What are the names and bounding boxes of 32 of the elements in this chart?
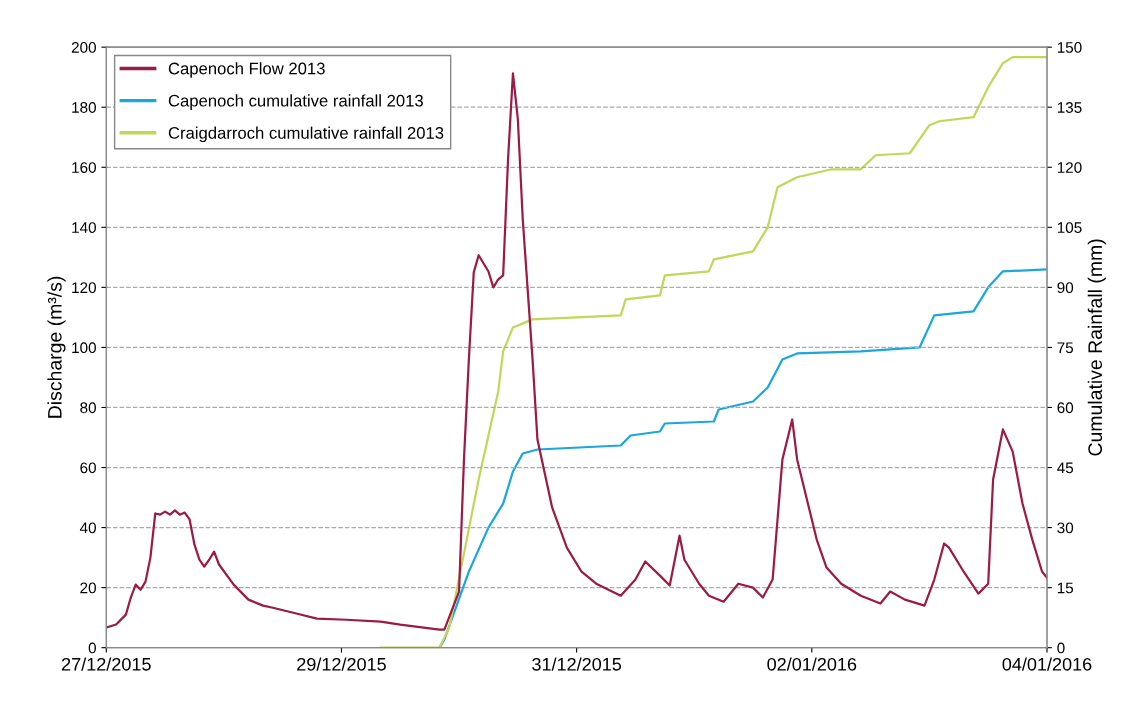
y2-tick-label: 90 — [1057, 282, 1074, 294]
x-tick-label: 31/12/2015 — [532, 657, 622, 671]
y-tick-label: 180 — [72, 102, 96, 113]
y2-tick-label: 105 — [1057, 222, 1082, 234]
y2-tick-label: 60 — [1057, 402, 1074, 414]
y-tick-label: 100 — [72, 342, 96, 354]
y-tick-label: 20 — [80, 582, 96, 594]
y-tick-label: 0 — [88, 642, 96, 654]
y2-tick-label: 0 — [1057, 642, 1065, 654]
y-tick-label: 140 — [72, 222, 96, 234]
y-tick-label: 80 — [80, 402, 96, 414]
x-tick-label: 04/01/2016 — [1002, 657, 1092, 671]
x-tick-label: 29/12/2015 — [297, 657, 386, 671]
legend-label: Capenoch cumulative rainfall 2013 — [168, 94, 423, 110]
x-tick-label: 02/01/2016 — [767, 657, 857, 671]
y2-tick-label: 45 — [1057, 462, 1074, 474]
y-axis-title: Discharge (m³/s) — [47, 276, 66, 418]
legend-label: Capenoch Flow 2013 — [168, 62, 325, 78]
y2-axis-title: Cumulative Rainfall (mm) — [1087, 239, 1106, 456]
y-tick-label: 200 — [71, 42, 96, 53]
y2-tick-label: 15 — [1057, 582, 1074, 594]
y-tick-label: 120 — [72, 282, 96, 294]
y-tick-label: 160 — [72, 162, 96, 173]
y2-tick-label: 75 — [1057, 342, 1074, 354]
y2-tick-label: 120 — [1057, 162, 1082, 173]
legend-label: Craigdarroch cumulative rainfall 2013 — [168, 126, 444, 143]
y-tick-label: 40 — [79, 522, 96, 534]
y2-tick-label: 150 — [1057, 42, 1082, 53]
x-tick-label: 27/12/2015 — [62, 657, 151, 671]
y2-tick-label: 135 — [1057, 102, 1082, 113]
y-tick-label: 60 — [80, 462, 96, 474]
y2-tick-label: 30 — [1057, 522, 1074, 534]
